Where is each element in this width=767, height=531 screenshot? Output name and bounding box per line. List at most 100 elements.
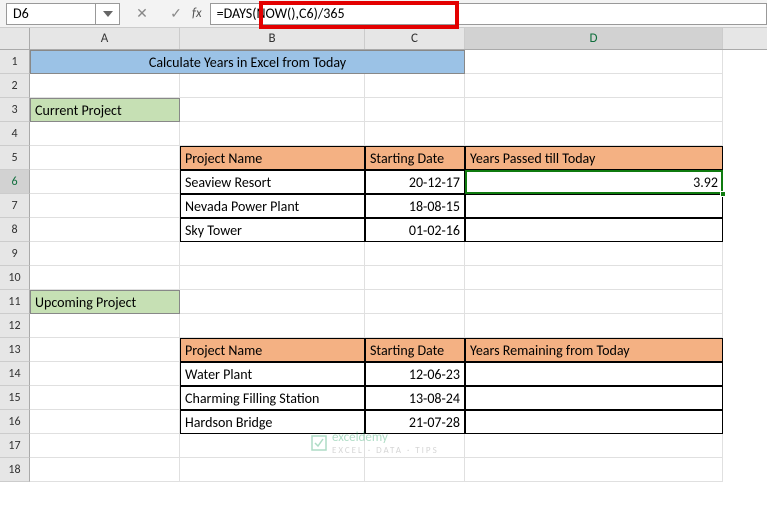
cell[interactable] bbox=[365, 458, 465, 482]
cell[interactable] bbox=[30, 266, 180, 290]
row-header[interactable]: 12 bbox=[0, 314, 30, 338]
cell[interactable] bbox=[465, 314, 723, 338]
cell[interactable] bbox=[365, 434, 465, 458]
cell[interactable] bbox=[465, 290, 723, 314]
table-cell[interactable] bbox=[465, 218, 723, 242]
table-cell[interactable]: 13-08-24 bbox=[365, 386, 465, 410]
col-header-b[interactable]: B bbox=[180, 28, 365, 49]
cell[interactable] bbox=[465, 98, 723, 122]
row-header[interactable]: 7 bbox=[0, 194, 30, 218]
row-header[interactable]: 16 bbox=[0, 410, 30, 434]
cell[interactable] bbox=[30, 338, 180, 362]
row-header[interactable]: 17 bbox=[0, 434, 30, 458]
cell[interactable] bbox=[465, 434, 723, 458]
cell[interactable] bbox=[465, 266, 723, 290]
table-cell[interactable]: 01-02-16 bbox=[365, 218, 465, 242]
cell[interactable] bbox=[180, 242, 365, 266]
row-header[interactable]: 3 bbox=[0, 98, 30, 122]
cell[interactable] bbox=[30, 410, 180, 434]
formula-input[interactable]: =DAYS(NOW(),C6)/365 bbox=[210, 3, 767, 25]
table-cell[interactable] bbox=[465, 194, 723, 218]
cell[interactable] bbox=[365, 314, 465, 338]
active-cell[interactable]: 3.92 bbox=[465, 170, 723, 194]
cell[interactable] bbox=[30, 122, 180, 146]
table-cell[interactable]: Seaview Resort bbox=[180, 170, 365, 194]
cell[interactable] bbox=[465, 50, 723, 74]
cell[interactable] bbox=[180, 122, 365, 146]
row-header[interactable]: 13 bbox=[0, 338, 30, 362]
cell[interactable] bbox=[365, 74, 465, 98]
cell[interactable] bbox=[180, 290, 365, 314]
cell[interactable] bbox=[465, 242, 723, 266]
table-cell[interactable]: 12-06-23 bbox=[365, 362, 465, 386]
section-header[interactable]: Upcoming Project bbox=[30, 290, 180, 314]
title-cell[interactable]: Calculate Years in Excel from Today bbox=[30, 50, 465, 74]
row-header[interactable]: 1 bbox=[0, 50, 30, 74]
table-cell[interactable]: 20-12-17 bbox=[365, 170, 465, 194]
cell[interactable] bbox=[180, 314, 365, 338]
cell[interactable] bbox=[465, 458, 723, 482]
row-header[interactable]: 8 bbox=[0, 218, 30, 242]
fx-icon[interactable]: fx bbox=[192, 6, 202, 21]
table-cell[interactable]: Water Plant bbox=[180, 362, 365, 386]
cell[interactable] bbox=[180, 458, 365, 482]
table-cell[interactable]: Charming Filling Station bbox=[180, 386, 365, 410]
cell[interactable] bbox=[180, 266, 365, 290]
row-header[interactable]: 4 bbox=[0, 122, 30, 146]
row-header[interactable]: 11 bbox=[0, 290, 30, 314]
row-header[interactable]: 14 bbox=[0, 362, 30, 386]
table-header[interactable]: Project Name bbox=[180, 338, 365, 362]
row-header[interactable]: 10 bbox=[0, 266, 30, 290]
select-all-corner[interactable] bbox=[0, 28, 30, 49]
table-header[interactable]: Years Passed till Today bbox=[465, 146, 723, 170]
col-header-d[interactable]: D bbox=[465, 28, 723, 49]
cell[interactable] bbox=[30, 194, 180, 218]
cell[interactable] bbox=[180, 434, 365, 458]
table-cell[interactable]: Hardson Bridge bbox=[180, 410, 365, 434]
table-header[interactable]: Starting Date bbox=[365, 338, 465, 362]
cell[interactable] bbox=[30, 434, 180, 458]
cell[interactable] bbox=[30, 146, 180, 170]
cell[interactable] bbox=[465, 122, 723, 146]
cancel-icon[interactable]: ✕ bbox=[130, 3, 154, 25]
table-header[interactable]: Years Remaining from Today bbox=[465, 338, 723, 362]
table-cell[interactable]: Sky Tower bbox=[180, 218, 365, 242]
row-header[interactable]: 18 bbox=[0, 458, 30, 482]
cell[interactable] bbox=[180, 74, 365, 98]
cell[interactable] bbox=[365, 266, 465, 290]
table-cell[interactable] bbox=[465, 410, 723, 434]
table-cell[interactable] bbox=[465, 362, 723, 386]
row-header[interactable]: 5 bbox=[0, 146, 30, 170]
cell[interactable] bbox=[30, 314, 180, 338]
cell[interactable] bbox=[30, 458, 180, 482]
cell[interactable] bbox=[30, 242, 180, 266]
table-header[interactable]: Project Name bbox=[180, 146, 365, 170]
table-cell[interactable]: 21-07-28 bbox=[365, 410, 465, 434]
row-header[interactable]: 15 bbox=[0, 386, 30, 410]
name-box-dropdown[interactable] bbox=[96, 3, 120, 25]
col-header-c[interactable]: C bbox=[365, 28, 465, 49]
cell[interactable] bbox=[30, 386, 180, 410]
row-header[interactable]: 2 bbox=[0, 74, 30, 98]
cell[interactable] bbox=[30, 170, 180, 194]
cell[interactable] bbox=[30, 74, 180, 98]
cell[interactable] bbox=[30, 218, 180, 242]
row-header[interactable]: 6 bbox=[0, 170, 30, 194]
table-cell[interactable]: 18-08-15 bbox=[365, 194, 465, 218]
table-cell[interactable] bbox=[465, 386, 723, 410]
cell[interactable] bbox=[180, 98, 365, 122]
cell[interactable] bbox=[30, 362, 180, 386]
section-header[interactable]: Current Project bbox=[30, 98, 180, 122]
cell[interactable] bbox=[365, 98, 465, 122]
cell[interactable] bbox=[465, 74, 723, 98]
table-header[interactable]: Starting Date bbox=[365, 146, 465, 170]
name-box[interactable]: D6 bbox=[6, 3, 96, 25]
cell[interactable] bbox=[365, 242, 465, 266]
enter-icon[interactable]: ✓ bbox=[164, 3, 188, 25]
col-header-a[interactable]: A bbox=[30, 28, 180, 49]
table-cell[interactable]: Nevada Power Plant bbox=[180, 194, 365, 218]
row-header[interactable]: 9 bbox=[0, 242, 30, 266]
cell[interactable] bbox=[365, 122, 465, 146]
cell[interactable] bbox=[365, 290, 465, 314]
fill-handle[interactable] bbox=[720, 191, 726, 197]
